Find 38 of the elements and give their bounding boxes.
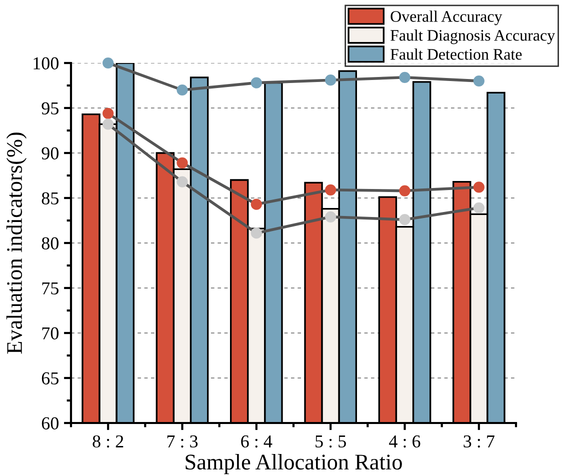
x-tick-label: 7 : 3 [167,435,198,448]
point [176,84,188,96]
point [250,77,262,88]
point [102,57,114,69]
legend-label: Fault Detection Rate [390,48,522,60]
y-tick-label: 95 [42,102,58,114]
legend-label: Overall Accuracy [390,10,502,26]
point [325,211,336,222]
y-tick-label: 85 [42,192,58,204]
x-tick-label: 3 : 7 [464,435,494,448]
x-axis-title: Sample Allocation Ratio [186,454,402,474]
x-tick-label: 4 : 6 [389,435,420,448]
y-tick-label: 70 [42,327,59,340]
y-tick-label: 80 [42,237,59,250]
point [473,202,484,214]
point [176,157,188,168]
y-tick-label: 65 [42,372,58,384]
y-tick-label: 90 [42,147,59,160]
point [399,185,410,196]
point [473,75,484,87]
point [250,198,262,210]
y-tick-label: 60 [42,417,59,430]
y-axis-title: Evaluation indicators(%) [6,132,27,354]
x-tick-label: 5 : 5 [316,436,346,448]
point [325,74,336,86]
point [325,184,336,196]
y-tick-label: 75 [42,282,58,294]
point [102,118,114,130]
point [102,108,114,119]
legend-label: Fault Diagnosis Accuracy [390,30,556,44]
x-tick-label: 8 : 2 [92,435,124,448]
y-tick-label: 100 [34,57,59,70]
point [473,182,484,193]
point [176,176,188,188]
point [399,72,410,83]
point [399,214,410,226]
x-tick-label: 6 : 4 [241,435,272,448]
point [250,228,262,239]
